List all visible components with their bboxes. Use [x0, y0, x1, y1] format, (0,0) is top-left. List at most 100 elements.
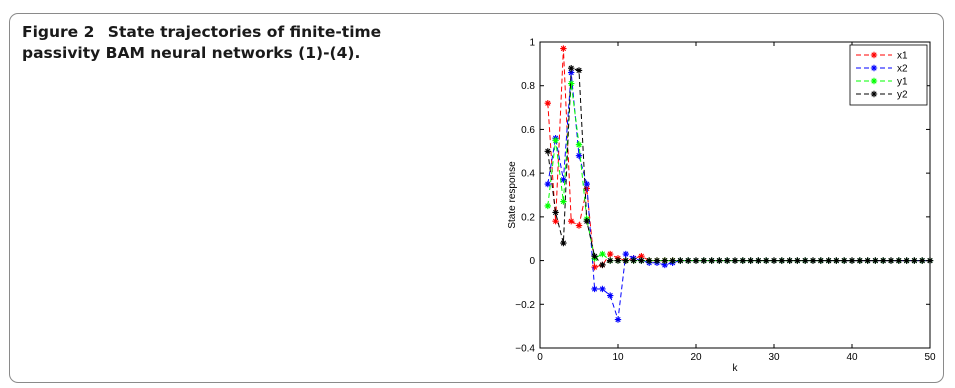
- data-point-y2: [848, 257, 856, 264]
- y-tick-label: 0.8: [521, 81, 535, 92]
- data-point-y2: [599, 261, 606, 269]
- series-y2: [544, 65, 934, 269]
- legend: x1 x2 y1 y2: [849, 44, 928, 106]
- data-point-y2: [770, 257, 778, 264]
- state-trajectory-chart: 0 10 20 30 40 50 −0.4 −0.2 0 0.2 0.4 0.6 0.8 1 k Stat…: [507, 38, 936, 375]
- data-point-y2: [778, 257, 785, 264]
- figure-label: Figure 2: [22, 23, 95, 41]
- series-line-x2: [547, 72, 930, 320]
- data-point-x2: [560, 176, 567, 183]
- figure-caption: Figure 2 State trajectories of finite-ti…: [22, 22, 442, 64]
- series-layer: [544, 45, 934, 323]
- data-point-y2: [919, 257, 926, 264]
- data-point-y2: [630, 257, 637, 264]
- data-point-x1: [544, 100, 551, 107]
- figure-caption-text: State trajectories of finite-time passiv…: [22, 23, 382, 62]
- data-point-y2: [841, 257, 848, 264]
- data-point-y2: [794, 257, 801, 264]
- data-point-y2: [903, 257, 910, 264]
- series-line-y1: [547, 83, 930, 262]
- y-tick-label: 0.6: [521, 125, 535, 136]
- legend-label-y2: y2: [897, 90, 908, 101]
- data-point-y2: [669, 257, 676, 264]
- y-tick-label: 1: [529, 38, 535, 49]
- x-tick-label: 50: [924, 352, 936, 363]
- legend-marker-x2: [870, 64, 878, 72]
- data-point-x2: [591, 285, 598, 293]
- data-point-y2: [724, 257, 731, 264]
- data-point-y2: [833, 257, 840, 264]
- data-point-y2: [685, 257, 692, 264]
- data-point-y2: [583, 218, 590, 225]
- data-point-y2: [809, 257, 817, 264]
- y-tick-label: 0: [529, 256, 535, 267]
- data-point-x2: [661, 261, 668, 269]
- data-point-y1: [552, 137, 559, 144]
- data-point-x2: [599, 285, 606, 293]
- data-point-y2: [747, 257, 754, 264]
- data-point-y2: [716, 257, 723, 264]
- data-point-y2: [856, 257, 863, 264]
- data-point-y2: [552, 209, 559, 216]
- x-tick-label: 10: [612, 352, 624, 363]
- data-point-y2: [802, 257, 809, 264]
- legend-marker-y2: [870, 90, 878, 98]
- data-point-x1: [591, 263, 598, 271]
- axes-box: [539, 41, 931, 349]
- data-point-x1: [638, 253, 645, 260]
- data-point-y2: [677, 257, 684, 264]
- x-tick-label: 0: [537, 352, 543, 363]
- data-point-x2: [607, 292, 614, 299]
- series-x2: [544, 69, 934, 323]
- data-point-x1: [560, 45, 567, 52]
- data-point-y2: [638, 257, 645, 264]
- legend-marker-x1: [870, 51, 878, 59]
- data-point-x2: [614, 316, 622, 323]
- legend-label-y1: y1: [897, 77, 908, 88]
- data-point-y2: [700, 257, 707, 264]
- x-tick-label: 20: [690, 352, 702, 363]
- data-point-y2: [661, 257, 668, 264]
- data-point-y2: [591, 253, 598, 260]
- legend-label-x2: x2: [897, 64, 908, 75]
- data-point-y2: [653, 257, 661, 264]
- data-point-y2: [887, 257, 895, 264]
- data-point-y2: [731, 257, 739, 264]
- data-point-x1: [568, 218, 575, 225]
- data-point-y2: [872, 257, 879, 264]
- data-point-y2: [739, 257, 746, 264]
- data-point-y2: [911, 257, 918, 264]
- data-point-y2: [622, 257, 629, 264]
- data-point-y2: [817, 257, 824, 264]
- y-axis-label: State response: [507, 161, 518, 229]
- data-point-y2: [646, 257, 653, 264]
- y-tick-label: 0.2: [521, 212, 535, 223]
- data-point-x2: [575, 152, 583, 159]
- data-point-x1: [575, 222, 583, 229]
- figure-frame: [9, 13, 944, 383]
- data-point-y1: [544, 202, 551, 210]
- legend-marker-y1: [870, 77, 878, 85]
- legend-label-x1: x1: [897, 51, 908, 62]
- data-point-y2: [880, 257, 887, 264]
- data-point-y2: [864, 257, 871, 264]
- data-point-y2: [607, 257, 614, 264]
- y-tick-label: −0.4: [515, 344, 535, 355]
- x-tick-label: 30: [768, 352, 780, 363]
- data-point-y2: [575, 67, 583, 74]
- data-point-y2: [560, 239, 567, 247]
- data-point-y1: [599, 250, 606, 258]
- data-point-x2: [583, 180, 590, 188]
- data-point-x1: [607, 250, 614, 258]
- data-point-x1: [552, 218, 559, 225]
- data-point-y2: [544, 148, 551, 155]
- y-tick-label: 0.4: [521, 169, 535, 180]
- data-point-y1: [575, 141, 583, 148]
- data-point-y2: [786, 257, 793, 264]
- y-tick-label: −0.2: [515, 300, 535, 311]
- data-point-x2: [568, 69, 575, 76]
- data-point-y2: [568, 65, 575, 72]
- data-point-y1: [568, 80, 575, 87]
- data-point-y2: [692, 257, 700, 264]
- data-point-x2: [544, 180, 551, 188]
